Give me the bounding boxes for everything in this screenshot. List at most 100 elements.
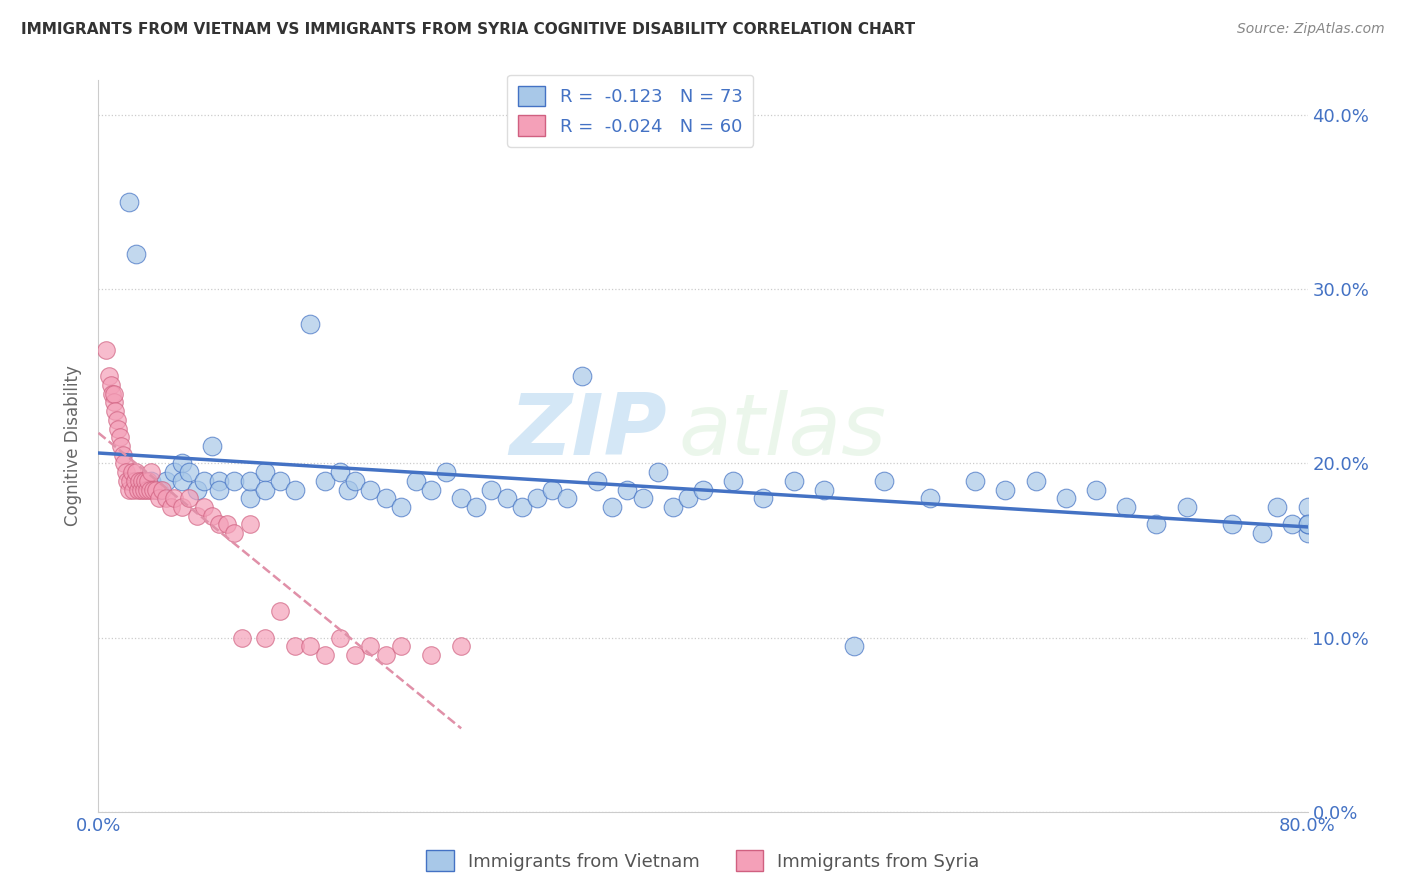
Point: [231, 631, 253, 645]
Point: [124, 474, 146, 488]
Point: [329, 465, 352, 479]
Point: [114, 465, 136, 479]
Point: [389, 640, 412, 654]
Point: [253, 483, 276, 497]
Point: [239, 474, 262, 488]
Point: [129, 483, 152, 497]
Point: [148, 483, 170, 497]
Point: [723, 474, 745, 488]
Point: [1144, 517, 1167, 532]
Point: [1024, 474, 1046, 488]
Point: [465, 500, 488, 514]
Point: [136, 474, 159, 488]
Point: [121, 465, 143, 479]
Point: [94, 343, 117, 358]
Point: [1175, 500, 1198, 514]
Point: [299, 640, 322, 654]
Point: [122, 483, 145, 497]
Point: [314, 648, 336, 662]
Point: [148, 491, 170, 506]
Point: [98, 369, 121, 384]
Point: [193, 500, 215, 514]
Point: [160, 500, 183, 514]
Point: [224, 526, 246, 541]
Point: [813, 483, 835, 497]
Point: [1296, 517, 1319, 532]
Point: [179, 465, 201, 479]
Point: [1267, 500, 1289, 514]
Point: [128, 474, 150, 488]
Point: [135, 483, 157, 497]
Point: [526, 491, 548, 506]
Point: [555, 491, 578, 506]
Point: [150, 483, 173, 497]
Point: [224, 474, 246, 488]
Point: [481, 483, 503, 497]
Point: [873, 474, 896, 488]
Point: [510, 500, 533, 514]
Point: [208, 483, 231, 497]
Point: [131, 474, 153, 488]
Point: [540, 483, 562, 497]
Point: [208, 517, 231, 532]
Point: [107, 421, 129, 435]
Point: [965, 474, 987, 488]
Point: [434, 465, 457, 479]
Point: [179, 491, 201, 506]
Point: [692, 483, 714, 497]
Point: [783, 474, 806, 488]
Point: [115, 474, 138, 488]
Point: [108, 430, 131, 444]
Point: [170, 457, 193, 471]
Point: [1085, 483, 1108, 497]
Point: [420, 648, 443, 662]
Point: [1054, 491, 1077, 506]
Point: [208, 474, 231, 488]
Point: [360, 483, 382, 497]
Point: [125, 247, 148, 261]
Legend: Immigrants from Vietnam, Immigrants from Syria: Immigrants from Vietnam, Immigrants from…: [419, 843, 987, 879]
Point: [155, 474, 177, 488]
Point: [647, 465, 669, 479]
Point: [994, 483, 1017, 497]
Point: [420, 483, 443, 497]
Point: [752, 491, 775, 506]
Point: [239, 517, 262, 532]
Point: [103, 386, 125, 401]
Point: [127, 483, 149, 497]
Point: [616, 483, 638, 497]
Point: [103, 395, 125, 409]
Point: [170, 500, 193, 514]
Text: Source: ZipAtlas.com: Source: ZipAtlas.com: [1237, 22, 1385, 37]
Point: [1296, 526, 1319, 541]
Point: [269, 474, 291, 488]
Point: [134, 474, 156, 488]
Point: [155, 491, 177, 506]
Point: [112, 457, 135, 471]
Point: [100, 378, 122, 392]
Point: [918, 491, 941, 506]
Point: [141, 465, 163, 479]
Point: [125, 465, 148, 479]
Point: [374, 648, 396, 662]
Point: [110, 439, 132, 453]
Text: ZIP: ZIP: [509, 390, 666, 473]
Point: [253, 465, 276, 479]
Point: [163, 465, 186, 479]
Point: [1115, 500, 1137, 514]
Point: [299, 317, 322, 331]
Point: [239, 491, 262, 506]
Point: [132, 474, 155, 488]
Point: [602, 500, 624, 514]
Point: [284, 640, 307, 654]
Point: [344, 474, 367, 488]
Point: [163, 491, 186, 506]
Point: [118, 483, 141, 497]
Point: [1281, 517, 1303, 532]
Point: [676, 491, 699, 506]
Point: [142, 483, 165, 497]
Point: [344, 648, 367, 662]
Point: [105, 413, 128, 427]
Point: [661, 500, 683, 514]
Point: [201, 439, 224, 453]
